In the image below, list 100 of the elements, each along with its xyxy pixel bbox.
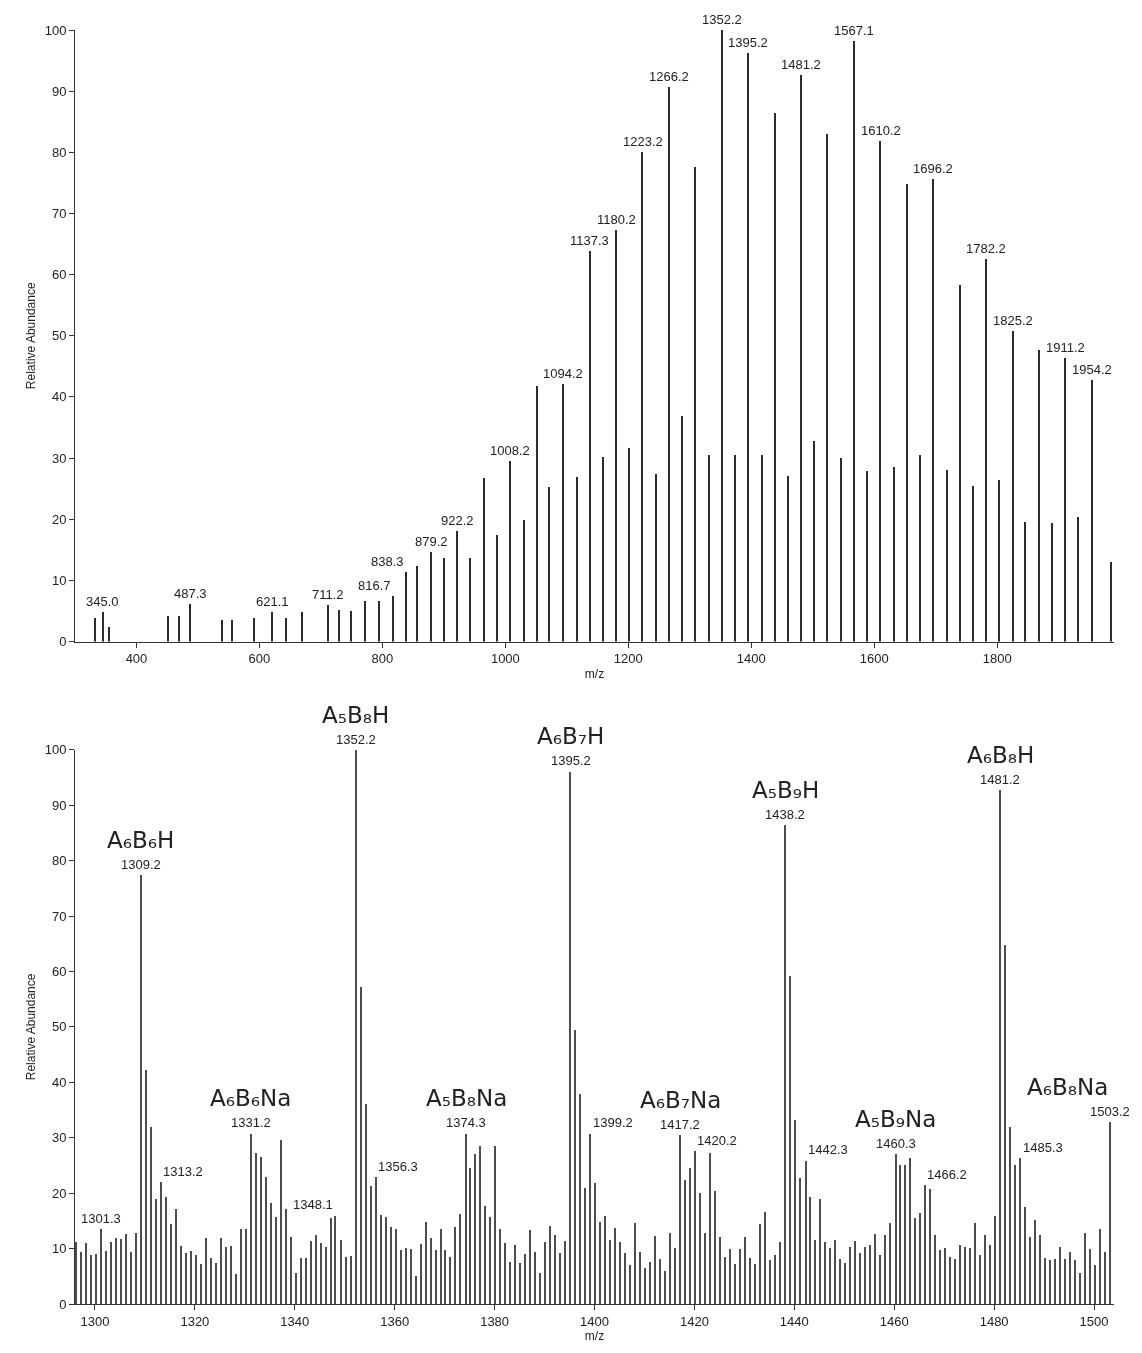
bar bbox=[135, 1232, 137, 1304]
x-tick-label: 1320 bbox=[180, 1313, 210, 1329]
bar bbox=[734, 1263, 736, 1304]
bar bbox=[145, 1069, 147, 1304]
bar bbox=[634, 1222, 636, 1304]
bar bbox=[1099, 1228, 1101, 1304]
bar bbox=[334, 1215, 336, 1304]
bar bbox=[280, 1139, 282, 1304]
bar bbox=[245, 1228, 247, 1304]
bar bbox=[854, 1240, 856, 1304]
bar bbox=[604, 1215, 606, 1304]
bar bbox=[1109, 1121, 1111, 1304]
bar bbox=[904, 1164, 906, 1304]
y-tick-label: 0 bbox=[59, 1296, 67, 1312]
annotation: 1352.2 bbox=[702, 12, 742, 27]
bar bbox=[779, 1241, 781, 1304]
bar bbox=[325, 1246, 327, 1304]
bar bbox=[699, 1192, 701, 1304]
annotation: 1503.2 bbox=[1090, 1104, 1130, 1119]
bar bbox=[85, 1242, 87, 1304]
bar bbox=[405, 1247, 407, 1304]
y-tick-label: 70 bbox=[51, 206, 67, 222]
bar bbox=[330, 1217, 332, 1304]
bar bbox=[260, 1156, 262, 1304]
bar bbox=[345, 1256, 347, 1304]
bar bbox=[190, 1250, 192, 1304]
bar bbox=[609, 1239, 611, 1304]
annotation: A₅B₉H bbox=[752, 777, 820, 803]
annotation: 1313.2 bbox=[163, 1164, 203, 1179]
y-axis-title: Relative Abundance bbox=[24, 973, 38, 1081]
bar bbox=[1014, 1164, 1016, 1304]
bar bbox=[784, 824, 786, 1304]
annotation: A₆B₇Na bbox=[640, 1087, 722, 1113]
bar bbox=[1024, 1206, 1026, 1304]
bar bbox=[370, 1185, 372, 1304]
bar bbox=[869, 1244, 871, 1304]
annotation: 816.7 bbox=[358, 578, 391, 593]
bar bbox=[859, 1252, 861, 1304]
annotation: A₅B₈H bbox=[322, 702, 390, 728]
bar bbox=[459, 1213, 461, 1304]
y-tick-label: 20 bbox=[51, 1185, 67, 1201]
bar bbox=[794, 1119, 796, 1304]
annotation: 1137.3 bbox=[570, 233, 609, 248]
bar bbox=[255, 1152, 257, 1304]
y-tick-label: 70 bbox=[51, 908, 67, 924]
bar bbox=[410, 1248, 412, 1304]
bar bbox=[539, 1272, 541, 1304]
bar bbox=[365, 1103, 367, 1304]
annotation: 1374.3 bbox=[446, 1115, 486, 1130]
bar bbox=[400, 1249, 402, 1304]
bar bbox=[285, 1208, 287, 1304]
bar bbox=[1049, 1259, 1051, 1304]
bar bbox=[1094, 1264, 1096, 1304]
x-tick-label: 400 bbox=[125, 651, 148, 667]
x-tick-label: 1480 bbox=[979, 1313, 1009, 1329]
annotation: 1008.2 bbox=[490, 443, 530, 458]
bar bbox=[624, 1252, 626, 1304]
bar bbox=[75, 1241, 77, 1304]
y-tick-label: 100 bbox=[44, 742, 67, 758]
bar bbox=[415, 1275, 417, 1304]
annotation: 1911.2 bbox=[1046, 340, 1085, 355]
y-tick-label: 60 bbox=[51, 267, 67, 283]
x-tick-label: 1200 bbox=[613, 651, 643, 667]
bar bbox=[769, 1259, 771, 1304]
annotation: 1485.3 bbox=[1023, 1140, 1063, 1155]
bar bbox=[440, 1228, 442, 1304]
x-tick-label: 1500 bbox=[1079, 1313, 1109, 1329]
bar bbox=[689, 1167, 691, 1304]
bar bbox=[529, 1229, 531, 1304]
bar bbox=[105, 1250, 107, 1304]
bar bbox=[684, 1179, 686, 1304]
bar bbox=[115, 1237, 117, 1304]
x-axis-title: m/z bbox=[584, 1329, 605, 1344]
bar bbox=[300, 1257, 302, 1304]
x-tick-label: 1400 bbox=[736, 651, 766, 667]
bar bbox=[499, 1228, 501, 1304]
bar bbox=[310, 1240, 312, 1304]
bar bbox=[839, 1258, 841, 1304]
annotation: A₆B₆Na bbox=[210, 1085, 292, 1111]
bar bbox=[759, 1223, 761, 1304]
bar bbox=[1104, 1251, 1106, 1304]
bar bbox=[320, 1242, 322, 1304]
bar bbox=[519, 1262, 521, 1304]
bar bbox=[225, 1246, 227, 1304]
bar bbox=[899, 1164, 901, 1304]
annotation: 1567.1 bbox=[834, 23, 874, 38]
bar bbox=[749, 1257, 751, 1304]
annotation: 1438.2 bbox=[765, 807, 805, 822]
annotation: 1180.2 bbox=[597, 212, 636, 227]
annotation: 1782.2 bbox=[966, 241, 1006, 256]
bar bbox=[305, 1257, 307, 1304]
annotation: 1954.2 bbox=[1072, 362, 1112, 377]
bar bbox=[215, 1262, 217, 1304]
bar bbox=[205, 1237, 207, 1304]
bar bbox=[175, 1208, 177, 1304]
bar bbox=[1089, 1248, 1091, 1304]
bar bbox=[1079, 1272, 1081, 1304]
y-tick-label: 10 bbox=[51, 1241, 67, 1257]
bar bbox=[100, 1228, 102, 1304]
bar bbox=[290, 1236, 292, 1304]
